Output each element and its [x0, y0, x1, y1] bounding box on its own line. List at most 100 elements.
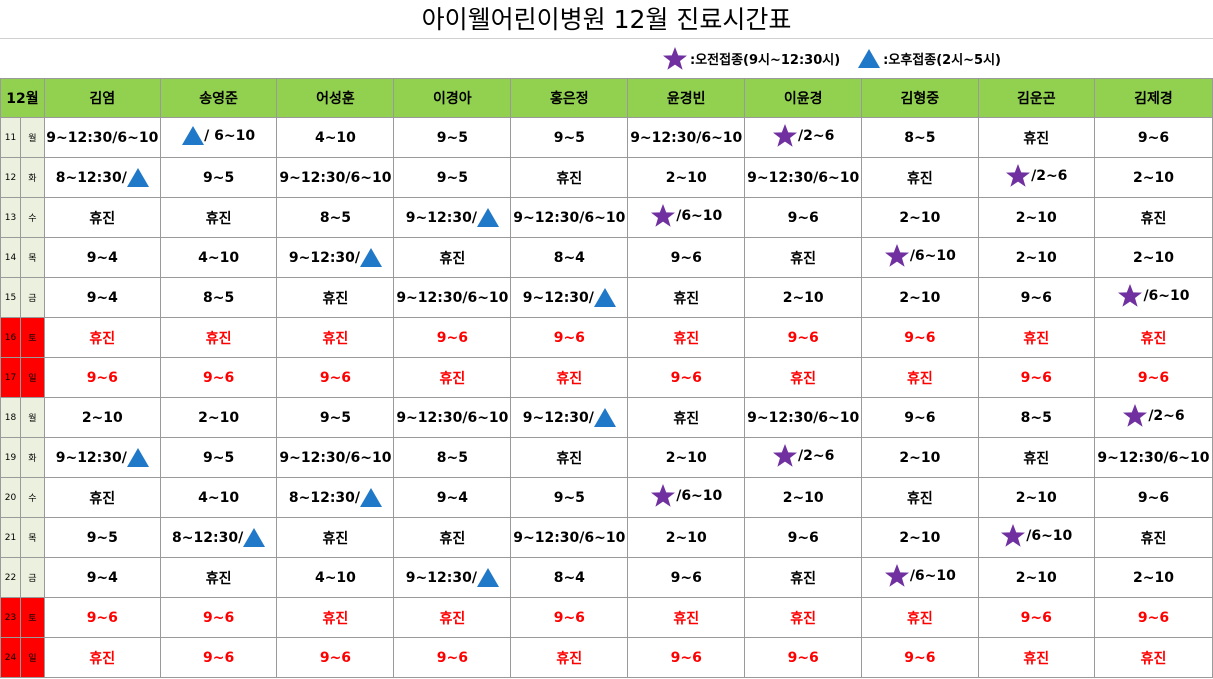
schedule-cell: 휴진: [159, 317, 278, 358]
schedule-cell: 9~6: [744, 317, 863, 358]
schedule-cell: 9~12:30/6~10: [393, 277, 512, 318]
schedule-hours: 9~12:30/: [288, 249, 361, 266]
schedule-hours: 2~10: [1015, 249, 1057, 266]
schedule-hours: 2~10: [782, 489, 824, 506]
schedule-cell-content: 9~12:30/6~10: [747, 170, 859, 186]
schedule-cell-content: 2~10: [666, 450, 707, 466]
schedule-cell: 9~12:30/: [43, 437, 161, 478]
schedule-hours: 9~12:30/6~10: [1097, 449, 1210, 466]
schedule-cell: 8~12:30/: [159, 517, 278, 558]
schedule-cell-content: 9~6: [1138, 130, 1169, 146]
schedule-cell-content: 9~6: [320, 370, 351, 386]
doctor-header: 이경아: [393, 78, 512, 118]
schedule-cell: 9~6: [43, 597, 161, 638]
schedule-cell-content: 9~5: [87, 530, 118, 546]
schedule-cell: 2~10: [43, 397, 161, 438]
day-of-week: 토: [19, 317, 45, 358]
schedule-cell-content: /2~6: [772, 123, 834, 148]
day-number: 21: [0, 517, 21, 558]
schedule-cell-content: 휴진: [323, 528, 349, 548]
schedule-hours: 휴진: [205, 570, 232, 587]
schedule-cell-content: 휴진: [1023, 648, 1049, 668]
day-of-week: 토: [19, 597, 45, 638]
day-of-week: 목: [19, 237, 45, 278]
schedule-cell-content: 8~12:30/: [172, 528, 266, 547]
schedule-cell-content: 4~10: [315, 130, 356, 146]
schedule-cell-content: 9~4: [87, 570, 118, 586]
schedule-cell-content: /6~10: [650, 203, 722, 228]
triangle-icon: [126, 168, 149, 187]
schedule-cell: 휴진: [393, 357, 512, 398]
schedule-cell-content: 휴진: [1023, 448, 1049, 468]
schedule-cell: 휴진: [43, 637, 161, 678]
schedule-cell: 9~4: [43, 237, 161, 278]
schedule-hours: 휴진: [1023, 130, 1050, 147]
table-row: 18 월 2~10 2~10 9~5 9~12:30/6~10 9~12:30/휴진 9~12…: [0, 397, 1213, 438]
schedule-hours: 9~6: [787, 649, 819, 666]
schedule-cell: /2~6: [744, 437, 863, 478]
schedule-cell: 9~6: [276, 357, 395, 398]
schedule-cell-content: 9~12:30/: [288, 248, 383, 267]
schedule-cell: 2~10: [861, 197, 979, 238]
schedule-cell: 휴진: [744, 597, 863, 638]
schedule-cell: 9~6: [861, 637, 979, 678]
schedule-cell-content: 9~12:30/: [56, 448, 149, 467]
schedule-cell-content: 9~6: [1021, 370, 1052, 386]
table-row: 13 수 휴진 휴진 8~5 9~12:30/9~12:30/6~10/6~10 9~6 2~…: [0, 197, 1213, 238]
schedule-hours: 9~6: [1020, 289, 1052, 306]
schedule-hours: 휴진: [906, 490, 933, 507]
schedule-cell: /6~10: [627, 197, 746, 238]
doctor-header: 홍은정: [510, 78, 629, 118]
schedule-hours: /6~10: [1026, 527, 1073, 544]
schedule-cell: / 6~10: [159, 117, 278, 158]
schedule-cell-content: 9~6: [203, 370, 234, 386]
schedule-hours: 휴진: [439, 610, 466, 627]
schedule-hours: 8~5: [1020, 409, 1052, 426]
schedule-cell: /6~10: [977, 517, 1095, 558]
legend-morning-label: :오전접종(9시~12:30시): [690, 52, 841, 68]
table-row: 23 토 9~6 9~6 휴진 휴진 9~6 휴진 휴진 휴진 9~6 9~6: [0, 597, 1213, 638]
schedule-hours: 8~12:30/: [288, 489, 361, 506]
schedule-hours: 9~6: [319, 649, 352, 666]
schedule-cell-content: 9~12:30/6~10: [513, 210, 625, 226]
schedule-cell: 2~10: [744, 477, 863, 518]
schedule-cell-content: 8~5: [203, 290, 234, 306]
schedule-cell-content: 9~5: [554, 490, 585, 506]
schedule-cell: 휴진: [393, 597, 512, 638]
schedule-cell-content: /6~10: [884, 243, 956, 268]
schedule-cell: 9~6: [744, 517, 863, 558]
schedule-cell-content: 9~5: [203, 450, 234, 466]
schedule-cell-content: 휴진: [556, 448, 582, 468]
schedule-hours: 8~12:30/: [55, 169, 127, 186]
triangle-icon: [476, 208, 499, 227]
schedule-cell: 휴진: [276, 277, 395, 318]
schedule-hours: 휴진: [1023, 450, 1050, 467]
schedule-cell-content: 9~6: [788, 210, 819, 226]
schedule-cell-content: /2~6: [1122, 403, 1185, 428]
schedule-hours: /6~10: [1143, 287, 1190, 304]
schedule-cell: /2~6: [1093, 397, 1213, 438]
schedule-cell-content: 휴진: [1141, 648, 1167, 668]
day-of-week: 수: [19, 477, 45, 518]
schedule-cell: 9~12:30/6~10: [744, 397, 863, 438]
schedule-cell-content: 2~10: [1133, 250, 1174, 266]
schedule-cell-content: 9~6: [1138, 610, 1169, 626]
schedule-cell: 휴진: [977, 637, 1095, 678]
day-number: 17: [0, 357, 21, 398]
schedule-hours: 9~6: [1137, 489, 1170, 506]
schedule-cell: 8~4: [510, 557, 629, 598]
day-number: 20: [0, 477, 21, 518]
day-number: 16: [0, 317, 21, 358]
schedule-cell: 8~12:30/: [276, 477, 395, 518]
schedule-hours: 9~6: [553, 609, 585, 626]
schedule-cell: 8~4: [510, 237, 629, 278]
day-of-week: 화: [19, 157, 45, 198]
schedule-cell: 휴진: [510, 157, 629, 198]
star-icon: [1006, 164, 1031, 187]
schedule-cell: 9~6: [1093, 117, 1213, 158]
day-of-week: 목: [19, 517, 45, 558]
schedule-cell-content: 4~10: [198, 490, 239, 506]
schedule-hours: 9~12:30/: [522, 289, 594, 306]
schedule-cell-content: 9~6: [87, 370, 118, 386]
schedule-hours: 휴진: [790, 370, 817, 387]
